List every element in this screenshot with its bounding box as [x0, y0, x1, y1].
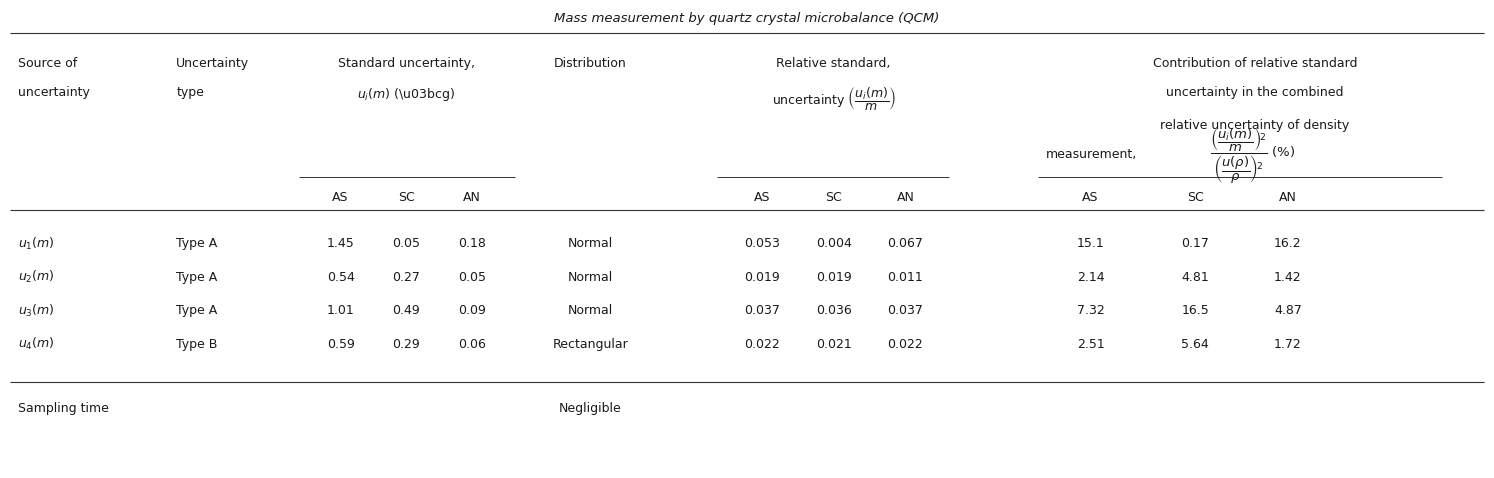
Text: 0.037: 0.037 [887, 304, 923, 317]
Text: 0.18: 0.18 [459, 237, 486, 250]
Text: 4.81: 4.81 [1182, 271, 1209, 284]
Text: 0.022: 0.022 [887, 337, 923, 351]
Text: Uncertainty: Uncertainty [176, 57, 249, 70]
Text: SC: SC [825, 191, 843, 204]
Text: relative uncertainty of density: relative uncertainty of density [1161, 120, 1349, 132]
Text: 4.87: 4.87 [1274, 304, 1301, 317]
Text: uncertainty $\left(\dfrac{u_i(m)}{m}\right)$: uncertainty $\left(\dfrac{u_i(m)}{m}\rig… [771, 86, 896, 113]
Text: 0.05: 0.05 [459, 271, 486, 284]
Text: 1.01: 1.01 [327, 304, 354, 317]
Text: 0.05: 0.05 [393, 237, 420, 250]
Text: Type A: Type A [176, 271, 218, 284]
Text: Type A: Type A [176, 237, 218, 250]
Text: 15.1: 15.1 [1077, 237, 1104, 250]
Text: 2.14: 2.14 [1077, 271, 1104, 284]
Text: 0.022: 0.022 [744, 337, 780, 351]
Text: Mass measurement by quartz crystal microbalance (QCM): Mass measurement by quartz crystal micro… [554, 12, 940, 25]
Text: Distribution: Distribution [554, 57, 626, 70]
Text: AS: AS [332, 191, 350, 204]
Text: Relative standard,: Relative standard, [777, 57, 890, 70]
Text: $\dfrac{\left(\dfrac{u_i(m)}{m}\right)^{\!2}}{\left(\dfrac{u(\rho)}{\rho}\right): $\dfrac{\left(\dfrac{u_i(m)}{m}\right)^{… [1210, 127, 1295, 186]
Text: measurement,: measurement, [1046, 148, 1137, 161]
Text: Normal: Normal [568, 237, 613, 250]
Text: 0.27: 0.27 [393, 271, 420, 284]
Text: $u_3(m)$: $u_3(m)$ [18, 303, 55, 319]
Text: Normal: Normal [568, 304, 613, 317]
Text: $u_i(m)$ (\u03bcg): $u_i(m)$ (\u03bcg) [357, 86, 456, 103]
Text: Source of: Source of [18, 57, 78, 70]
Text: AN: AN [1279, 191, 1297, 204]
Text: AN: AN [896, 191, 914, 204]
Text: $u_4(m)$: $u_4(m)$ [18, 336, 55, 352]
Text: 0.053: 0.053 [744, 237, 780, 250]
Text: Rectangular: Rectangular [553, 337, 627, 351]
Text: 0.019: 0.019 [816, 271, 852, 284]
Text: 0.011: 0.011 [887, 271, 923, 284]
Text: Negligible: Negligible [559, 402, 622, 414]
Text: 0.49: 0.49 [393, 304, 420, 317]
Text: 16.2: 16.2 [1274, 237, 1301, 250]
Text: SC: SC [397, 191, 415, 204]
Text: 0.019: 0.019 [744, 271, 780, 284]
Text: $u_2(m)$: $u_2(m)$ [18, 269, 55, 285]
Text: Normal: Normal [568, 271, 613, 284]
Text: 0.29: 0.29 [393, 337, 420, 351]
Text: AS: AS [1082, 191, 1100, 204]
Text: 0.037: 0.037 [744, 304, 780, 317]
Text: 1.42: 1.42 [1274, 271, 1301, 284]
Text: 5.64: 5.64 [1182, 337, 1209, 351]
Text: type: type [176, 86, 205, 99]
Text: 0.59: 0.59 [327, 337, 354, 351]
Text: uncertainty in the combined: uncertainty in the combined [1167, 86, 1343, 99]
Text: Contribution of relative standard: Contribution of relative standard [1153, 57, 1357, 70]
Text: 0.17: 0.17 [1182, 237, 1209, 250]
Text: AN: AN [463, 191, 481, 204]
Text: Type B: Type B [176, 337, 218, 351]
Text: 0.09: 0.09 [459, 304, 486, 317]
Text: $u_1(m)$: $u_1(m)$ [18, 236, 55, 252]
Text: 2.51: 2.51 [1077, 337, 1104, 351]
Text: Type A: Type A [176, 304, 218, 317]
Text: Sampling time: Sampling time [18, 402, 109, 414]
Text: 1.45: 1.45 [327, 237, 354, 250]
Text: 0.54: 0.54 [327, 271, 354, 284]
Text: 0.06: 0.06 [459, 337, 486, 351]
Text: 0.004: 0.004 [816, 237, 852, 250]
Text: 7.32: 7.32 [1077, 304, 1104, 317]
Text: 0.067: 0.067 [887, 237, 923, 250]
Text: 1.72: 1.72 [1274, 337, 1301, 351]
Text: uncertainty: uncertainty [18, 86, 90, 99]
Text: SC: SC [1186, 191, 1204, 204]
Text: 0.036: 0.036 [816, 304, 852, 317]
Text: 0.021: 0.021 [816, 337, 852, 351]
Text: Standard uncertainty,: Standard uncertainty, [338, 57, 475, 70]
Text: AS: AS [753, 191, 771, 204]
Text: 16.5: 16.5 [1182, 304, 1209, 317]
